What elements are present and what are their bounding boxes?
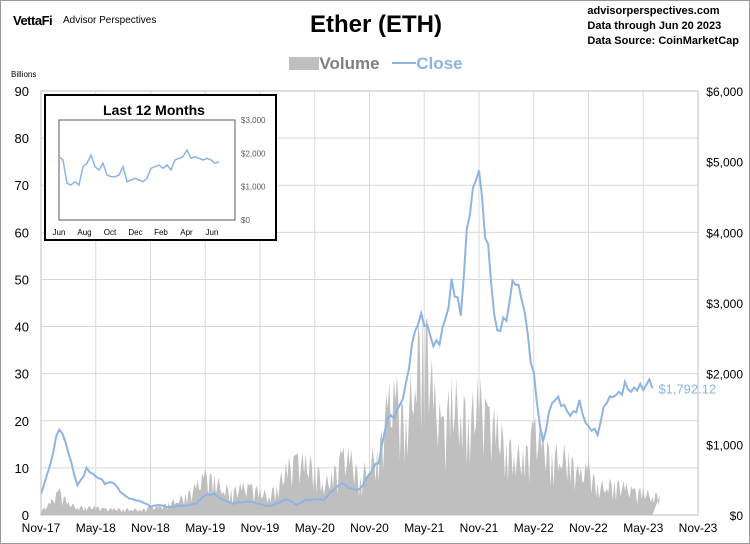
source-info: advisorperspectives.com Data through Jun… — [587, 4, 739, 49]
y-tick-right: $2,000 — [706, 368, 743, 382]
y-tick-left: 60 — [15, 225, 29, 240]
x-tick: May-18 — [76, 521, 116, 535]
inset-x-tick: Jun — [206, 228, 219, 237]
brand-name: Advisor Perspectives — [63, 15, 157, 26]
y-axis-label: Billions — [11, 70, 36, 79]
x-tick: May-19 — [185, 521, 225, 535]
legend: Volume Close — [1, 54, 749, 74]
inset-y-tick: $2,000 — [241, 149, 266, 158]
end-value-label: $1,792.12 — [658, 381, 716, 396]
x-tick: Nov-21 — [460, 521, 499, 535]
inset-x-tick: Jun — [53, 228, 66, 237]
inset-y-tick: $1,000 — [241, 183, 266, 192]
inset-y-tick: $3,000 — [241, 116, 266, 125]
y-tick-left: 50 — [15, 272, 29, 287]
legend-label-volume: Volume — [319, 54, 380, 73]
x-tick: Nov-19 — [241, 521, 280, 535]
x-tick: Nov-22 — [569, 521, 608, 535]
y-tick-left: 20 — [15, 414, 29, 429]
y-tick-left: 90 — [15, 84, 29, 99]
y-tick-right: $3,000 — [706, 297, 743, 311]
x-tick: May-21 — [404, 521, 444, 535]
x-tick: May-20 — [295, 521, 335, 535]
x-tick: Nov-20 — [350, 521, 389, 535]
y-tick-right: $6,000 — [706, 85, 743, 99]
inset-x-tick: Feb — [154, 228, 168, 237]
close-line — [40, 170, 654, 509]
volume-area — [41, 312, 660, 515]
vettafi-logo: VettaFi — [13, 13, 53, 28]
y-tick-right: $0 — [730, 509, 744, 523]
y-tick-left: 40 — [15, 320, 29, 335]
y-tick-right: $5,000 — [706, 156, 743, 170]
inset-x-tick: Dec — [128, 228, 142, 237]
y-tick-left: 10 — [15, 461, 29, 476]
y-tick-left: 0 — [22, 508, 29, 523]
inset-close-line — [58, 148, 220, 187]
inset-chart: Last 12 Months $0 $1,000 $2,000 $3,000 Jun Aug… — [44, 94, 277, 241]
inset-plot-area — [58, 119, 236, 221]
legend-swatch-close — [392, 62, 417, 64]
legend-label-close: Close — [416, 54, 463, 73]
plot-area — [40, 90, 699, 516]
y-tick-left: 30 — [15, 367, 29, 382]
inset-x-tick: Oct — [104, 228, 117, 237]
info-line: Data through Jun 20 2023 — [587, 20, 722, 32]
x-tick: Nov-18 — [131, 521, 170, 535]
inset-title: Last 12 Months — [103, 102, 205, 118]
legend-swatch-volume — [289, 57, 320, 70]
y-tick-right: $1,000 — [706, 438, 743, 452]
inset-y-tick: $0 — [241, 216, 250, 225]
info-line: Data Source: CoinMarketCap — [587, 35, 739, 47]
y-tick-left: 80 — [15, 131, 29, 146]
x-tick: Nov-23 — [679, 521, 718, 535]
x-tick: May-23 — [623, 521, 663, 535]
x-tick: May-22 — [514, 521, 554, 535]
info-line: advisorperspectives.com — [587, 5, 720, 17]
y-tick-left: 70 — [15, 178, 29, 193]
chart-title: Ether (ETH) — [310, 11, 442, 38]
inset-x-tick: Aug — [77, 228, 91, 237]
x-tick: Nov-17 — [22, 521, 61, 535]
inset-x-tick: Apr — [180, 228, 193, 237]
y-tick-right: $4,000 — [706, 226, 743, 240]
